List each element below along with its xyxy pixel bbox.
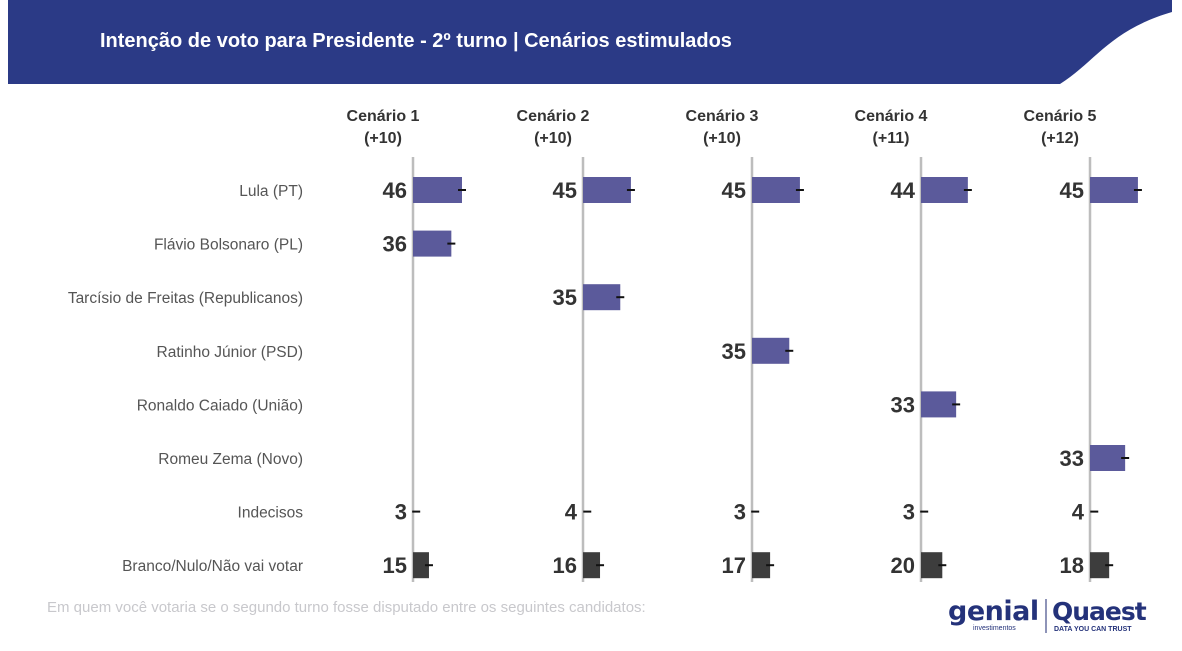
data-label: 36 [383,232,407,257]
data-label: 35 [553,285,577,310]
logo-group: genial investimentos Quaest DATA YOU CAN… [948,596,1148,636]
bar [583,552,601,579]
bar [583,177,631,203]
bar [921,552,943,579]
category-label: Lula (PT) [239,183,303,200]
data-label: 46 [383,178,407,203]
scenario-margin-1: (+10) [364,130,402,147]
scenario-margin-3: (+10) [703,130,741,147]
category-label: Branco/Nulo/Não vai votar [122,558,303,575]
bar [583,284,621,311]
bar [752,177,800,203]
scenario-header-1: Cenário 1 [347,108,420,125]
data-label: 45 [722,178,746,203]
data-label: 18 [1060,553,1084,578]
data-label: 15 [383,553,407,578]
category-label: Ratinho Júnior (PSD) [157,344,303,361]
category-label: Indecisos [238,505,304,522]
data-label: 3 [395,500,407,525]
data-label: 16 [553,553,577,578]
data-label: 33 [891,392,915,417]
chart-title: Intenção de voto para Presidente - 2º tu… [100,30,732,52]
bar [921,177,968,203]
data-label: 20 [891,553,915,578]
data-label: 44 [891,178,916,203]
bar [413,552,429,579]
scenario-header-2: Cenário 2 [517,108,590,125]
scenario-margin-2: (+10) [534,130,572,147]
bar [1090,552,1110,579]
data-label: 17 [722,553,746,578]
quaest-logo: Quaest [1052,597,1147,626]
bar [752,337,790,364]
scenario-header-4: Cenário 4 [855,108,928,125]
scenario-margin-4: (+11) [873,130,910,147]
bar [921,391,957,418]
category-label: Flávio Bolsonaro (PL) [154,237,303,254]
bar [413,177,462,203]
genial-logo: genial [948,596,1039,627]
bar [1090,177,1138,203]
category-label: Ronaldo Caiado (União) [137,397,303,414]
data-label: 33 [1060,446,1084,471]
data-label: 4 [565,500,578,525]
bar [413,230,452,257]
category-label: Tarcísio de Freitas (Republicanos) [68,290,303,307]
category-label: Romeu Zema (Novo) [158,451,303,468]
header-band-shape [8,0,1172,84]
footnote: Em quem você votaria se o segundo turno … [47,599,646,616]
data-label: 35 [722,339,746,364]
genial-logo-subtitle: investimentos [973,625,1016,632]
quaest-logo-subtitle: DATA YOU CAN TRUST [1054,626,1132,633]
bar [1090,445,1126,471]
bar [752,552,771,579]
data-label: 45 [1060,178,1084,203]
data-label: 3 [734,500,746,525]
scenario-header-3: Cenário 3 [686,108,759,125]
scenario-header-5: Cenário 5 [1024,108,1097,125]
logo-divider [1045,599,1047,633]
data-label: 3 [903,500,915,525]
data-label: 4 [1072,500,1085,525]
header-band [8,0,1172,84]
scenario-margin-5: (+12) [1041,130,1079,147]
data-label: 45 [553,178,577,203]
